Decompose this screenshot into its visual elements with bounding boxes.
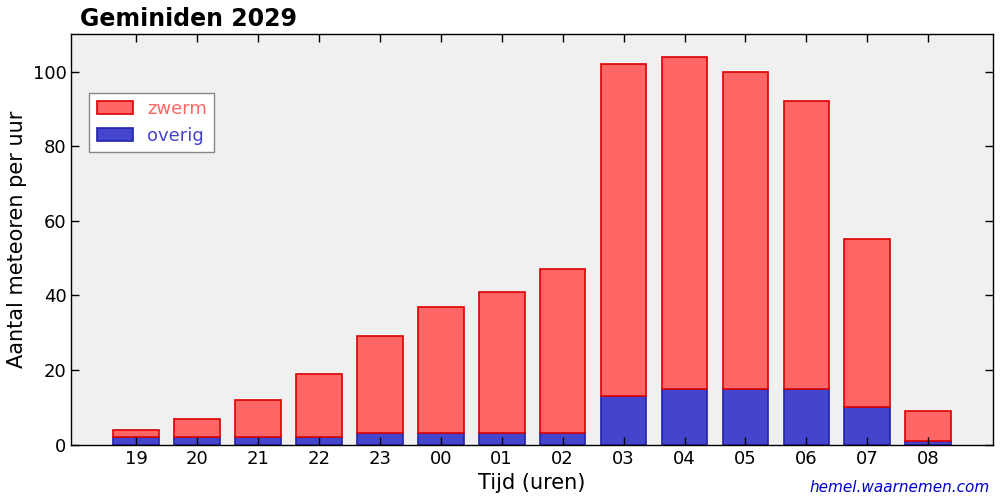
Bar — [784, 388, 829, 444]
X-axis label: Tijd (uren): Tijd (uren) — [478, 473, 586, 493]
Bar — [296, 437, 342, 444]
Bar — [174, 437, 220, 444]
Bar — [418, 306, 464, 434]
Text: hemel.waarnemen.com: hemel.waarnemen.com — [810, 480, 990, 495]
Bar — [235, 400, 281, 437]
Bar — [662, 56, 707, 388]
Bar — [479, 292, 525, 434]
Text: Geminiden 2029: Geminiden 2029 — [80, 7, 297, 31]
Bar — [357, 336, 403, 434]
Bar — [784, 102, 829, 389]
Bar — [601, 64, 646, 396]
Bar — [905, 411, 951, 441]
Bar — [905, 441, 951, 444]
Bar — [844, 408, 890, 445]
Bar — [723, 72, 768, 388]
Bar — [418, 434, 464, 444]
Bar — [662, 388, 707, 444]
Bar — [113, 437, 159, 444]
Bar — [357, 434, 403, 444]
Bar — [296, 374, 342, 437]
Bar — [844, 240, 890, 408]
Bar — [174, 418, 220, 437]
Bar — [540, 270, 585, 434]
Bar — [479, 434, 525, 444]
Bar — [113, 430, 159, 437]
Bar — [235, 437, 281, 444]
Y-axis label: Aantal meteoren per uur: Aantal meteoren per uur — [7, 111, 27, 368]
Legend: zwerm, overig: zwerm, overig — [89, 92, 214, 152]
Bar — [601, 396, 646, 444]
Bar — [723, 388, 768, 444]
Bar — [540, 434, 585, 444]
